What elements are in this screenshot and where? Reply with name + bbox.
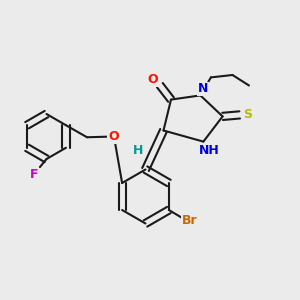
Text: Br: Br	[182, 214, 197, 227]
Text: H: H	[133, 143, 143, 157]
Text: S: S	[244, 108, 253, 122]
Text: F: F	[30, 167, 38, 181]
Text: N: N	[198, 82, 208, 95]
Text: O: O	[148, 73, 158, 86]
Text: NH: NH	[198, 143, 219, 157]
Text: O: O	[108, 130, 119, 143]
